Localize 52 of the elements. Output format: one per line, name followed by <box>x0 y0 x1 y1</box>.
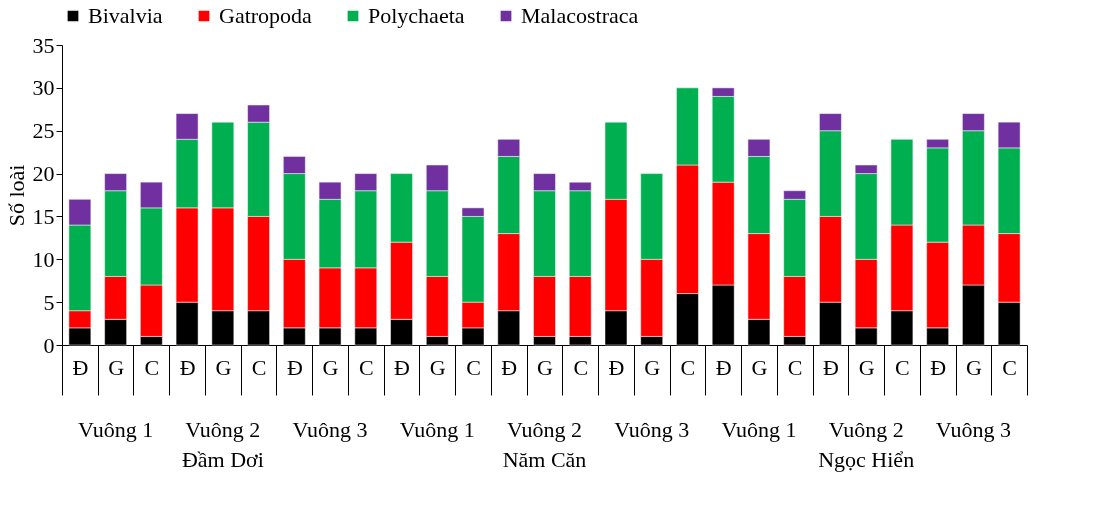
x-tick-label: Đ <box>822 354 839 380</box>
text: Vuông 3 <box>935 417 1011 442</box>
x-tick-label: C <box>573 354 589 380</box>
x-tick-label: G <box>644 354 661 380</box>
y-tick-label: 5 <box>43 289 55 315</box>
text: Vuông 2 <box>185 417 261 442</box>
x-tick-label: C <box>358 354 374 380</box>
y-tick-label: 20 <box>32 161 55 187</box>
x-tick-label: G <box>965 354 982 380</box>
y-tick-label: 10 <box>32 246 55 272</box>
y-tick-label: 35 <box>32 32 55 58</box>
x-tick-label: Đ <box>715 354 732 380</box>
x-tick-label: Đ <box>286 354 303 380</box>
text: Ngọc Hiển <box>818 447 915 472</box>
text: Năm Căn <box>502 447 587 472</box>
x-tick-label: G <box>537 354 554 380</box>
x-tick-label: C <box>787 354 803 380</box>
text: Vuông 2 <box>506 417 583 442</box>
text: Vuông 3 <box>292 417 368 442</box>
text: Vuông 1 <box>78 417 154 442</box>
text: Vuông 2 <box>828 417 904 442</box>
x-tick-label: Đ <box>930 354 947 380</box>
y-tick-label: 25 <box>32 118 55 144</box>
x-tick-label: G <box>751 354 768 380</box>
text: Vuông 3 <box>614 417 690 442</box>
x-tick-label: Đ <box>394 354 410 380</box>
legend-label: Bivalvia <box>88 3 163 28</box>
legend-label: Malacostraca <box>521 3 639 28</box>
y-tick-label: 30 <box>32 75 55 101</box>
text: Vuông 1 <box>399 417 475 442</box>
x-tick-label: Đ <box>501 354 518 380</box>
x-tick-label: G <box>429 354 446 380</box>
text: Vuông 1 <box>721 417 797 442</box>
x-tick-label: C <box>680 354 696 380</box>
legend-label: Polychaeta <box>368 3 465 28</box>
x-tick-label: G <box>108 354 125 380</box>
y-tick-label: 15 <box>32 203 55 229</box>
y-tick-label: 0 <box>43 332 55 358</box>
text: Đầm Dơi <box>181 447 264 472</box>
x-tick-label: Đ <box>72 354 89 380</box>
x-tick-label: C <box>144 354 160 380</box>
x-tick-label: C <box>251 354 267 380</box>
legend-label: Gatropoda <box>219 3 313 28</box>
x-tick-label: Đ <box>608 354 625 380</box>
x-tick-label: C <box>1002 354 1017 380</box>
x-tick-label: Đ <box>179 354 196 380</box>
x-tick-label: G <box>858 354 875 380</box>
x-tick-label: G <box>322 354 339 380</box>
x-tick-label: C <box>895 354 910 380</box>
x-tick-label: C <box>466 354 481 380</box>
y-axis-title: Số loài <box>3 164 29 227</box>
x-tick-label: G <box>215 354 232 380</box>
